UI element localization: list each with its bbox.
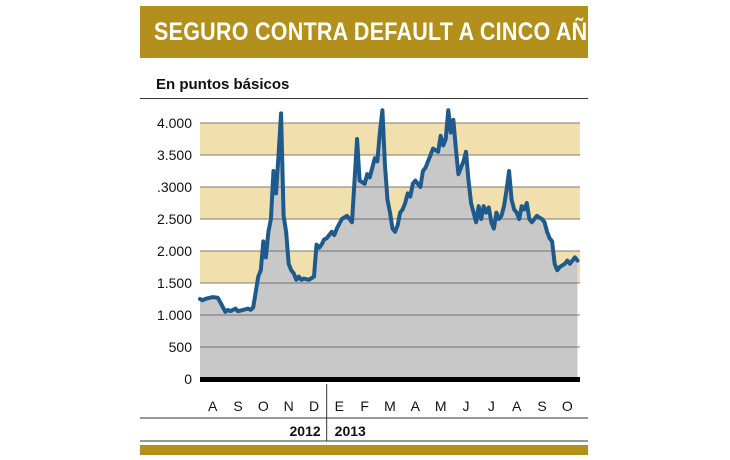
chart-subtitle: En puntos básicos: [156, 76, 290, 93]
series-line: [198, 108, 580, 314]
month-label: J: [463, 398, 470, 414]
year-label: 2012: [290, 423, 321, 439]
month-label: A: [208, 398, 218, 414]
month-label: O: [258, 398, 269, 414]
chart-title: SEGURO CONTRA DEFAULT A CINCO AÑOS: [154, 18, 620, 46]
y-tick-label: .3000: [157, 179, 192, 195]
year-label-group: 2012 2013: [290, 423, 367, 439]
bottom-accent-bar: [140, 445, 588, 455]
month-label: O: [562, 398, 573, 414]
subtitle-rule: [140, 98, 588, 99]
y-tick-label: 1.500: [157, 275, 192, 291]
title-bar: SEGURO CONTRA DEFAULT A CINCO AÑOS: [140, 6, 619, 58]
month-label: S: [537, 398, 546, 414]
zero-baseline: [200, 377, 580, 382]
month-label: F: [360, 398, 369, 414]
y-tick-label: 2.000: [157, 243, 192, 259]
infographic: SEGURO CONTRA DEFAULT A CINCO AÑOS En pu…: [140, 0, 619, 460]
cds-chart: 4.0003.500.30002.5002.0001.5001.0005000 …: [140, 108, 588, 442]
y-tick-label: 2.500: [157, 211, 192, 227]
month-label: A: [411, 398, 421, 414]
month-label: N: [284, 398, 294, 414]
y-tick-label: 0: [184, 371, 192, 387]
month-label: M: [435, 398, 447, 414]
y-tick-label: 1.000: [157, 307, 192, 323]
month-label: S: [233, 398, 242, 414]
band-2: [200, 123, 580, 155]
y-tick-label: 500: [169, 339, 193, 355]
series-area: [200, 110, 578, 379]
y-tick-label: 3.500: [157, 147, 192, 163]
month-label: A: [512, 398, 522, 414]
month-label: E: [335, 398, 344, 414]
year-label: 2013: [335, 423, 366, 439]
month-label: M: [384, 398, 396, 414]
month-label: J: [488, 398, 495, 414]
y-tick-label-group: 4.000 3.500 .3000 2.500 2.000 1.500 1.000 500 0: [157, 115, 192, 387]
month-label: D: [309, 398, 319, 414]
y-tick-label: 4.000: [157, 115, 192, 131]
